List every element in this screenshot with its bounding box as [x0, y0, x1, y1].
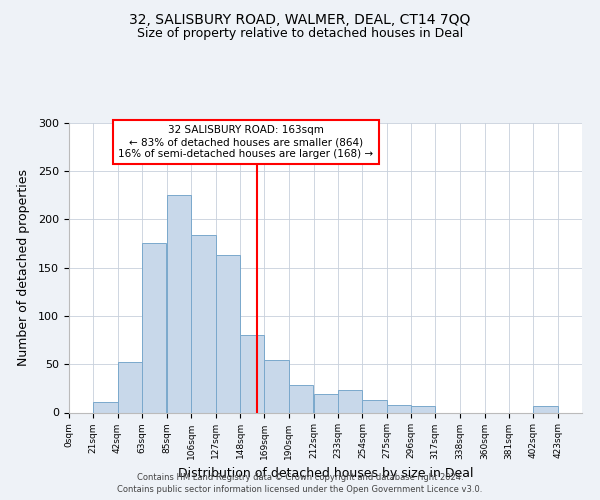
Text: Contains HM Land Registry data © Crown copyright and database right 2024.: Contains HM Land Registry data © Crown c… — [137, 472, 463, 482]
Bar — [216, 255, 240, 412]
Bar — [362, 400, 387, 412]
X-axis label: Distribution of detached houses by size in Deal: Distribution of detached houses by size … — [178, 467, 473, 480]
Bar — [240, 335, 264, 412]
Bar — [289, 386, 313, 412]
Bar — [338, 390, 362, 412]
Bar — [93, 402, 118, 412]
Text: Size of property relative to detached houses in Deal: Size of property relative to detached ho… — [137, 28, 463, 40]
Bar — [387, 405, 411, 412]
Bar — [411, 406, 435, 412]
Bar — [118, 362, 142, 412]
Bar — [533, 406, 558, 412]
Bar — [314, 394, 338, 412]
Text: 32, SALISBURY ROAD, WALMER, DEAL, CT14 7QQ: 32, SALISBURY ROAD, WALMER, DEAL, CT14 7… — [130, 12, 470, 26]
Text: 32 SALISBURY ROAD: 163sqm
← 83% of detached houses are smaller (864)
16% of semi: 32 SALISBURY ROAD: 163sqm ← 83% of detac… — [118, 126, 374, 158]
Bar — [264, 360, 289, 412]
Y-axis label: Number of detached properties: Number of detached properties — [17, 169, 30, 366]
Bar — [167, 195, 191, 412]
Bar — [191, 234, 216, 412]
Text: Contains public sector information licensed under the Open Government Licence v3: Contains public sector information licen… — [118, 485, 482, 494]
Bar — [142, 244, 166, 412]
